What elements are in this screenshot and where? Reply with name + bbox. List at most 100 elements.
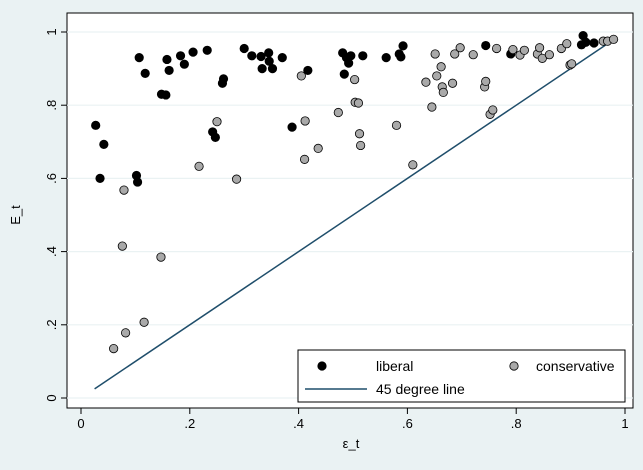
point-conservative	[430, 49, 440, 59]
point-conservative	[408, 160, 418, 170]
point-liberal	[267, 64, 278, 74]
x-axis: 0 .2 .4 .6 .8 1	[77, 408, 629, 431]
point-liberal	[188, 47, 198, 57]
series-line-45-degree	[94, 40, 612, 390]
y-tick-label: 1	[44, 28, 59, 35]
point-liberal	[481, 40, 491, 51]
x-tick-label: .4	[293, 416, 304, 431]
legend-marker-liberal	[317, 361, 327, 371]
point-liberal	[398, 41, 408, 51]
point-conservative	[534, 43, 545, 53]
point-liberal	[179, 59, 189, 69]
point-conservative	[350, 74, 360, 85]
legend-label-conservative: conservative	[536, 358, 615, 374]
point-liberal	[247, 51, 257, 61]
y-axis-title: E_t	[8, 205, 23, 225]
plot-area	[66, 12, 634, 409]
point-liberal	[581, 37, 591, 47]
point-conservative	[519, 45, 529, 55]
point-liberal	[134, 53, 144, 63]
point-liberal	[256, 51, 266, 62]
point-conservative	[438, 87, 448, 97]
point-liberal	[277, 53, 287, 63]
point-conservative	[156, 252, 166, 262]
point-conservative	[109, 343, 119, 354]
point-conservative	[537, 53, 547, 63]
point-liberal	[132, 177, 143, 187]
grid-lines	[67, 31, 633, 399]
point-conservative	[421, 77, 431, 87]
legend-marker-conservative	[509, 361, 519, 371]
point-liberal	[303, 65, 313, 76]
x-axis-title: ε_t	[343, 436, 360, 451]
point-conservative	[427, 102, 437, 112]
point-conservative	[313, 143, 323, 153]
point-conservative	[567, 59, 577, 69]
point-liberal	[339, 69, 349, 79]
point-conservative	[544, 50, 554, 60]
point-liberal	[358, 51, 368, 61]
x-tick-label: .2	[184, 416, 195, 431]
point-conservative	[354, 129, 365, 139]
point-conservative	[488, 105, 498, 115]
reference-line-layer	[94, 40, 612, 390]
point-conservative	[432, 71, 442, 81]
point-conservative	[608, 34, 619, 44]
point-liberal	[175, 51, 186, 61]
point-liberal	[239, 43, 249, 54]
point-liberal	[95, 173, 105, 183]
point-liberal	[381, 53, 391, 63]
y-tick-label: 0	[44, 394, 59, 401]
legend: liberal conservative 45 degree line	[297, 349, 626, 403]
x-tick-label: .8	[511, 416, 522, 431]
point-liberal	[162, 54, 172, 65]
point-liberal	[202, 45, 212, 55]
point-liberal	[161, 90, 171, 100]
point-conservative	[356, 140, 366, 151]
point-conservative	[117, 241, 127, 251]
point-conservative	[562, 39, 572, 49]
point-liberal	[164, 65, 174, 76]
point-conservative	[139, 317, 149, 327]
point-liberal	[218, 74, 229, 84]
point-conservative	[447, 78, 458, 88]
point-liberal	[140, 68, 150, 78]
point-liberal	[346, 51, 356, 61]
point-conservative	[391, 120, 402, 130]
point-conservative	[296, 71, 306, 81]
y-tick-label: .4	[44, 246, 59, 257]
point-liberal	[264, 48, 274, 58]
point-conservative	[481, 76, 491, 87]
y-tick-label: .6	[44, 173, 59, 184]
legend-box	[297, 349, 626, 403]
point-liberal	[257, 64, 267, 74]
x-tick-label: .6	[402, 416, 413, 431]
point-conservative	[492, 43, 502, 54]
y-axis: 0 .2 .4 .6 .8 1	[44, 28, 67, 402]
y-tick-label: .8	[44, 100, 59, 111]
point-conservative	[231, 174, 242, 184]
point-conservative	[468, 50, 478, 60]
point-conservative	[300, 116, 310, 126]
point-conservative	[508, 44, 518, 55]
point-conservative	[450, 49, 460, 59]
point-liberal	[396, 52, 406, 62]
point-conservative	[299, 154, 310, 164]
point-conservative	[353, 98, 364, 108]
point-conservative	[333, 107, 343, 118]
x-tick-label: 0	[77, 416, 84, 431]
point-conservative	[119, 185, 129, 195]
legend-label-liberal: liberal	[376, 358, 413, 374]
data-points	[91, 31, 619, 354]
point-conservative	[121, 328, 131, 338]
point-liberal	[99, 139, 109, 149]
point-liberal	[91, 120, 101, 130]
point-conservative	[212, 117, 222, 127]
point-liberal	[210, 132, 220, 143]
y-tick-label: .2	[44, 319, 59, 330]
point-conservative	[436, 62, 446, 72]
x-tick-label: 1	[621, 416, 628, 431]
point-conservative	[194, 161, 204, 171]
point-conservative	[455, 43, 465, 53]
